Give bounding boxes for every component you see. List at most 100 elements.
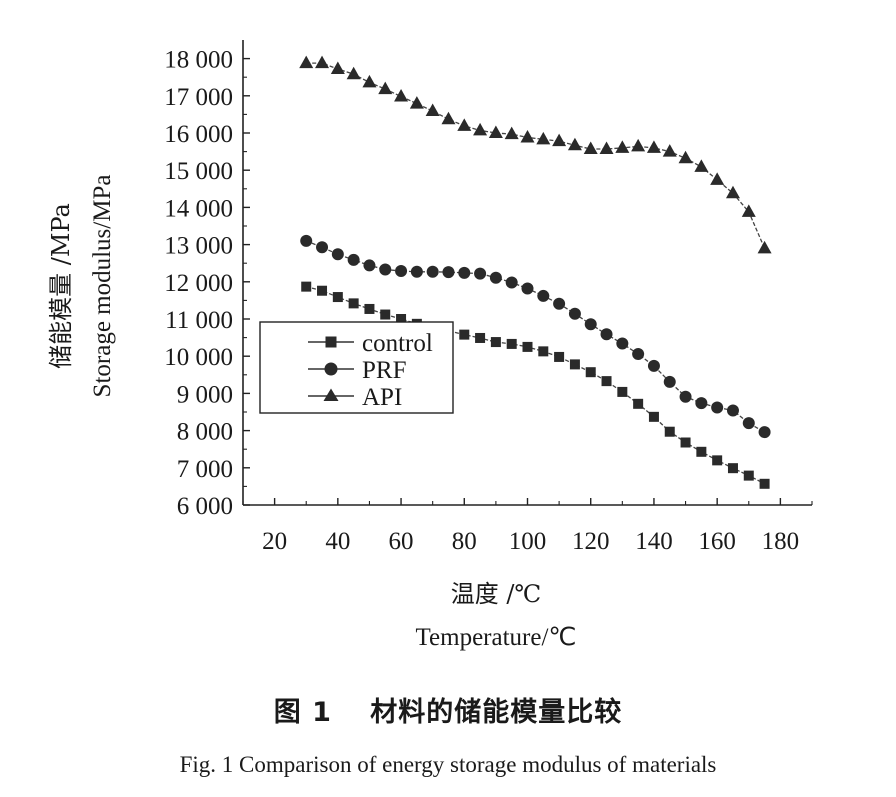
control-data-point — [664, 426, 675, 437]
prf-data-point — [426, 265, 439, 278]
legend: control PRF API — [259, 321, 454, 414]
control-data-point — [459, 329, 470, 340]
prf-data-point — [663, 375, 676, 388]
y-axis-title-zh: 储能模量 /MPa — [47, 203, 75, 369]
control-data-point — [696, 446, 707, 457]
legend-item-api: API — [308, 384, 402, 411]
y-tick-label: 6 000 — [177, 493, 233, 520]
prf-data-point — [742, 417, 755, 430]
api-data-point — [583, 141, 598, 154]
control-data-point — [727, 463, 738, 474]
x-tick-label: 80 — [452, 528, 477, 555]
y-tick-label: 10 000 — [164, 344, 233, 371]
control-data-point — [364, 303, 375, 314]
axes — [242, 40, 812, 506]
api-data-point — [394, 89, 409, 102]
control-data-point — [301, 281, 312, 292]
prf-data-point — [695, 397, 708, 410]
control-data-point — [648, 411, 659, 422]
legend-box — [259, 321, 454, 414]
prf-data-point — [316, 241, 329, 254]
control-data-point — [633, 398, 644, 409]
y-tick-label: 9 000 — [177, 381, 233, 408]
prf-data-point — [711, 401, 724, 414]
control-data-point — [759, 478, 770, 489]
prf-data-point — [395, 265, 408, 278]
series-line-api — [306, 62, 766, 249]
series-layer — [299, 55, 772, 489]
y-tick-label: 17 000 — [164, 84, 233, 111]
api-data-point — [694, 159, 709, 172]
prf-data-point — [647, 359, 660, 372]
x-tick-label: 140 — [635, 528, 673, 555]
control-data-point — [743, 470, 754, 481]
api-data-point — [615, 140, 630, 153]
api-data-point — [662, 144, 677, 157]
control-data-point — [490, 337, 501, 348]
prf-data-point — [474, 267, 487, 280]
y-tick-label: 7 000 — [177, 456, 233, 483]
prf-data-point — [726, 404, 739, 417]
legend-label-prf: PRF — [362, 357, 406, 384]
control-data-point — [475, 332, 486, 343]
api-data-point — [599, 141, 614, 154]
control-data-point — [680, 437, 691, 448]
prf-data-point — [521, 282, 534, 295]
y-axis-ticks: 6 000 7 000 8 000 9 000 10 000 11 000 12 000 13… — [164, 47, 250, 520]
api-data-point — [457, 118, 472, 131]
api-data-point — [473, 122, 488, 136]
api-data-point — [378, 81, 393, 95]
api-data-point — [536, 131, 551, 145]
api-data-point — [725, 185, 740, 199]
y-tick-label: 16 000 — [164, 121, 233, 148]
api-data-point — [520, 129, 535, 143]
prf-data-point — [679, 390, 692, 403]
api-data-point — [504, 126, 519, 140]
x-axis-title-zh: 温度 /℃ — [451, 580, 542, 608]
legend-label-control: control — [362, 330, 433, 357]
api-data-point — [362, 74, 377, 88]
prf-data-point — [410, 265, 423, 278]
control-data-point — [617, 386, 628, 397]
x-tick-label: 120 — [572, 528, 610, 555]
x-tick-label: 160 — [698, 528, 736, 555]
api-data-point — [631, 138, 646, 152]
api-data-point — [678, 150, 693, 164]
series-prf — [300, 234, 771, 439]
control-data-point — [396, 314, 407, 324]
control-data-point — [554, 351, 565, 362]
control-data-point — [332, 292, 343, 303]
prf-data-point — [616, 337, 629, 350]
triangle-marker-icon — [323, 388, 339, 401]
prf-data-point — [632, 347, 645, 360]
prf-data-point — [300, 234, 313, 247]
api-data-point — [488, 125, 503, 138]
api-data-point — [425, 103, 440, 117]
series-api — [299, 55, 772, 254]
x-tick-label: 20 — [262, 528, 287, 555]
x-axis-title-en: Temperature/℃ — [416, 624, 577, 651]
api-data-point — [757, 240, 772, 254]
control-data-point — [538, 346, 549, 357]
x-tick-label: 60 — [389, 528, 414, 555]
api-data-point — [409, 96, 424, 109]
y-tick-label: 18 000 — [164, 47, 233, 74]
y-axis-title-en: Storage modulus/MPa — [89, 175, 116, 398]
prf-data-point — [600, 328, 613, 341]
api-data-point — [441, 111, 456, 125]
y-tick-label: 12 000 — [164, 270, 233, 297]
figure-caption-en: Fig. 1 Comparison of energy storage modu… — [179, 752, 717, 777]
y-tick-label: 8 000 — [177, 419, 233, 446]
api-data-point — [299, 55, 314, 69]
prf-data-point — [347, 253, 360, 266]
y-tick-label: 15 000 — [164, 158, 233, 185]
control-data-point — [380, 309, 391, 320]
prf-data-point — [568, 307, 581, 320]
x-tick-label: 100 — [509, 528, 547, 555]
figure-caption-zh: 图 1 材料的储能模量比较 — [273, 697, 623, 728]
y-tick-label: 14 000 — [164, 195, 233, 222]
x-tick-label: 180 — [762, 528, 800, 555]
api-data-point — [552, 133, 567, 147]
prf-data-point — [537, 289, 550, 302]
prf-data-point — [758, 426, 771, 439]
